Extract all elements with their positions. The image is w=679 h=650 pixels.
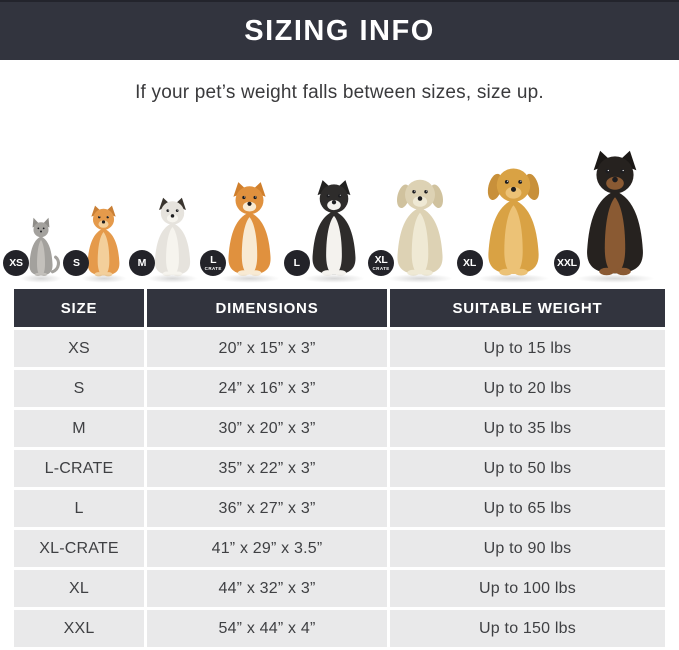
dimensions-cell: 30” x 20” x 3”: [147, 410, 387, 447]
size-cell: XL-CRATE: [14, 530, 144, 567]
pet-shadow: [219, 274, 281, 283]
dimensions-cell: 36” x 27” x 3”: [147, 490, 387, 527]
weight-cell: Up to 150 lbs: [390, 610, 665, 647]
pet-border-collie: L: [283, 178, 371, 283]
table-row: L 36” x 27” x 3” Up to 65 lbs: [14, 490, 665, 527]
weight-cell: Up to 65 lbs: [390, 490, 665, 527]
column-header-size: SIZE: [14, 289, 144, 327]
pet-shadow: [574, 274, 656, 283]
size-badge-l-crate: L CRATE: [200, 250, 227, 276]
size-cell: M: [14, 410, 144, 447]
pet-shadow: [302, 274, 365, 283]
badge-label: L: [293, 256, 300, 269]
dimensions-cell: 35” x 22” x 3”: [147, 450, 387, 487]
doberman-illustration: [587, 150, 643, 276]
size-cell: L: [14, 490, 144, 527]
table-row: XXL 54” x 44” x 4” Up to 150 lbs: [14, 610, 665, 647]
badge-label: L: [210, 254, 217, 266]
table-header-row: SIZE DIMENSIONS SUITABLE WEIGHT: [14, 289, 665, 327]
badge-sub-label: CRATE: [204, 265, 222, 271]
weight-cell: Up to 15 lbs: [390, 330, 665, 367]
table-row: M 30” x 20” x 3” Up to 35 lbs: [14, 410, 665, 447]
weight-cell: Up to 20 lbs: [390, 370, 665, 407]
size-cell: XL: [14, 570, 144, 607]
table-body: XS 20” x 15” x 3” Up to 15 lbs S 24” x 16” x…: [14, 330, 665, 647]
size-badge-m: M: [128, 250, 155, 276]
subtitle: If your pet’s weight falls between sizes…: [135, 82, 544, 103]
weight-cell: Up to 90 lbs: [390, 530, 665, 567]
size-cell: S: [14, 370, 144, 407]
dimensions-cell: 24” x 16” x 3”: [147, 370, 387, 407]
dimensions-cell: 41” x 29” x 3.5”: [147, 530, 387, 567]
size-cell: L-CRATE: [14, 450, 144, 487]
size-badge-xl-crate: XL CRATE: [368, 250, 395, 276]
badge-label: S: [73, 256, 80, 269]
labrador-illustration: [397, 179, 444, 276]
header-banner: SIZING INFO: [0, 0, 679, 60]
gray-cat-illustration: [29, 217, 60, 277]
weight-cell: Up to 35 lbs: [390, 410, 665, 447]
page-title: SIZING INFO: [244, 14, 435, 47]
shiba-inu-illustration: [228, 182, 271, 276]
badge-label: M: [137, 256, 147, 269]
size-badge-s: S: [63, 250, 90, 276]
badge-label: XL: [374, 254, 388, 266]
pet-size-lineup: XS S M L CRATE: [0, 106, 679, 283]
size-badge-xl: XL: [456, 250, 483, 276]
pet-pomeranian: S: [63, 204, 131, 283]
size-badge-l: L: [283, 250, 310, 276]
size-badge-xxl: XXL: [553, 250, 580, 276]
table-row: XS 20” x 15” x 3” Up to 15 lbs: [14, 330, 665, 367]
border-collie-illustration: [312, 180, 356, 276]
pet-doberman: XXL: [553, 148, 663, 283]
badge-label: XS: [9, 256, 23, 269]
table-row: S 24” x 16” x 3” Up to 20 lbs: [14, 370, 665, 407]
size-cell: XXL: [14, 610, 144, 647]
pet-shadow: [80, 274, 128, 283]
pomeranian-illustration: [88, 205, 120, 277]
dimensions-cell: 44” x 32” x 3”: [147, 570, 387, 607]
weight-cell: Up to 50 lbs: [390, 450, 665, 487]
size-badge-xs: XS: [3, 250, 29, 276]
golden-retriever-illustration: [487, 168, 539, 276]
pet-french-bulldog: M: [128, 196, 203, 283]
pet-shiba-inu: L CRATE: [200, 180, 286, 283]
dimensions-cell: 54” x 44” x 4”: [147, 610, 387, 647]
table-row: XL 44” x 32” x 3” Up to 100 lbs: [14, 570, 665, 607]
badge-label: XXL: [557, 256, 577, 269]
pet-shadow: [20, 274, 62, 283]
pet-shadow: [146, 274, 198, 283]
column-header-weight: SUITABLE WEIGHT: [390, 289, 665, 327]
pet-shadow: [476, 274, 550, 283]
pet-gray-cat: XS: [3, 216, 66, 283]
pet-golden-retriever: XL: [456, 161, 557, 283]
table-row: L-CRATE 35” x 22” x 3” Up to 50 lbs: [14, 450, 665, 487]
pet-labrador: XL CRATE: [368, 173, 459, 283]
badge-sub-label: CRATE: [372, 265, 390, 271]
french-bulldog-illustration: [154, 197, 190, 277]
pet-shadow: [387, 274, 453, 283]
dimensions-cell: 20” x 15” x 3”: [147, 330, 387, 367]
weight-cell: Up to 100 lbs: [390, 570, 665, 607]
table-row: XL-CRATE 41” x 29” x 3.5” Up to 90 lbs: [14, 530, 665, 567]
column-header-dimensions: DIMENSIONS: [147, 289, 387, 327]
badge-label: XL: [463, 256, 477, 269]
size-cell: XS: [14, 330, 144, 367]
sizing-table: SIZE DIMENSIONS SUITABLE WEIGHT XS 20” x …: [11, 286, 668, 650]
